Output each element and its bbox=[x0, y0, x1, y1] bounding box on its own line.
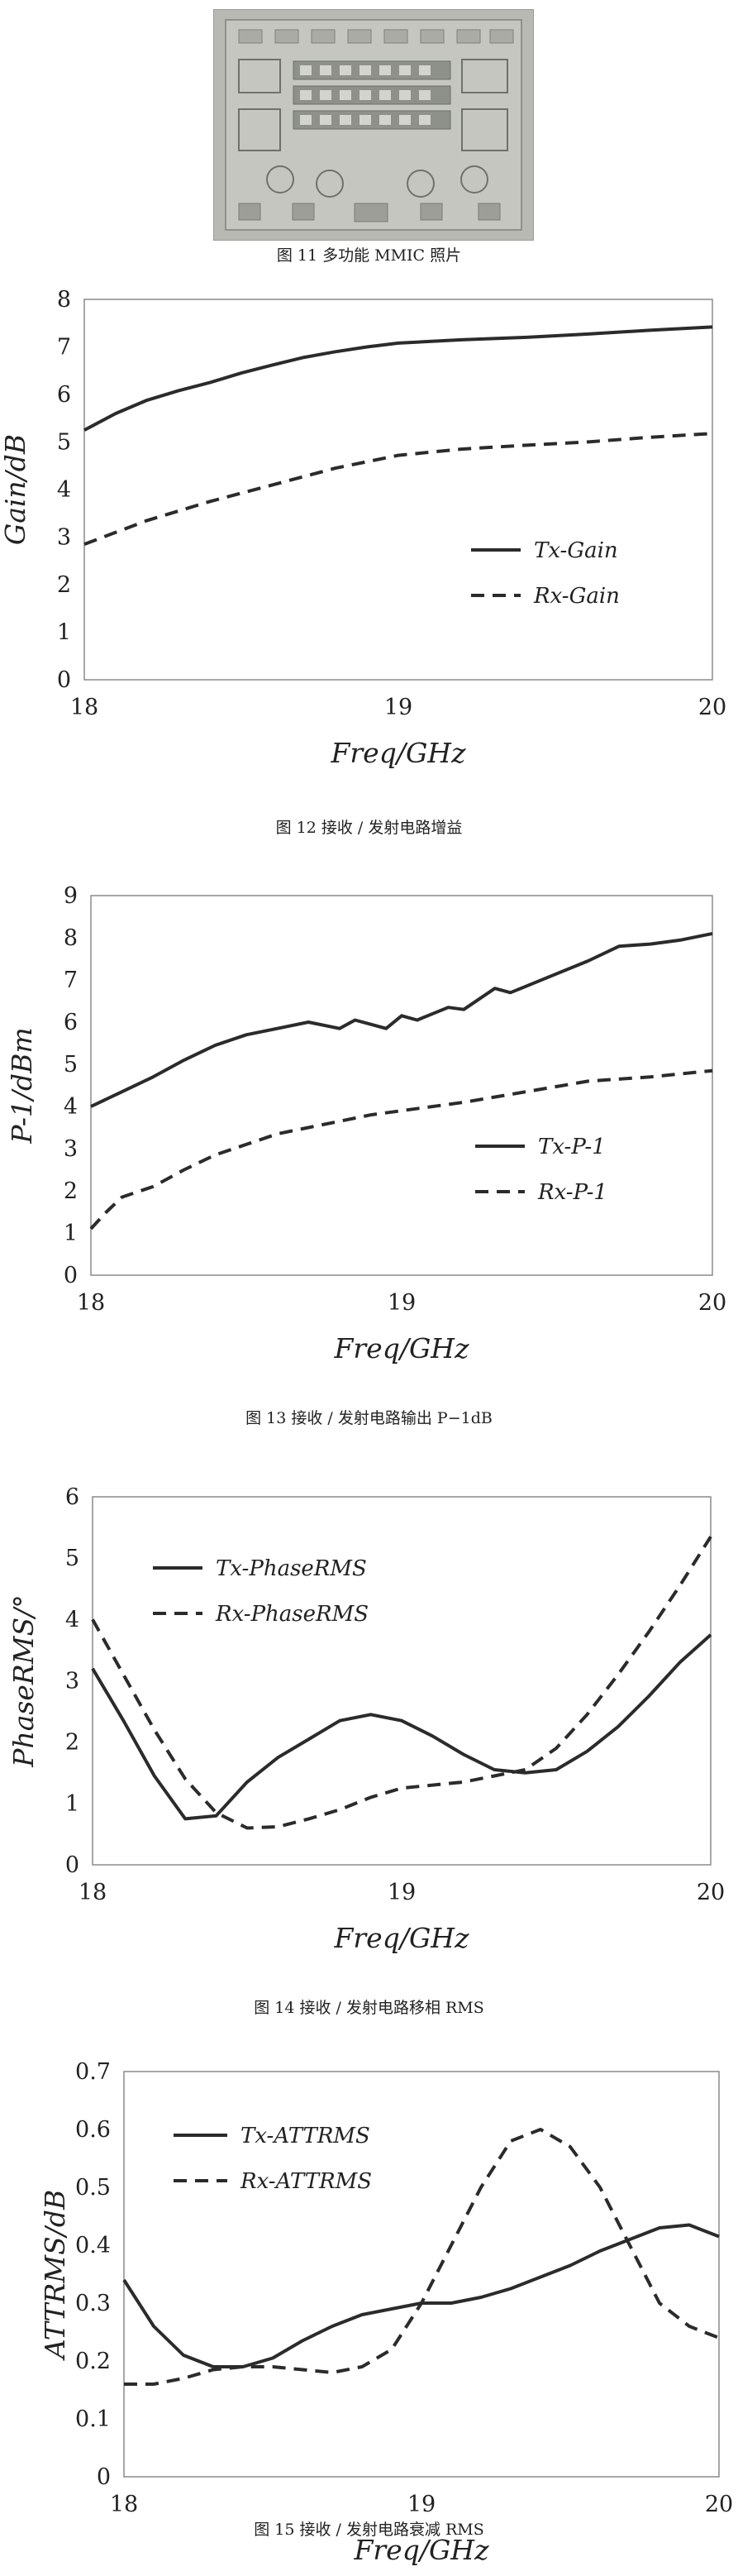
series-line-tx-p-1 bbox=[90, 931, 713, 1108]
phase-rms-chart: 0 1 2 3 4 5 6 18 19 20 Freq/GHz PhaseRMS/° Tx-PhaseR… bbox=[7, 1484, 725, 1954]
legend-label: Tx-Gain bbox=[534, 538, 618, 563]
y-tick-label: 1 bbox=[64, 1221, 78, 1246]
y-tick-label: 6 bbox=[57, 382, 71, 408]
figure-12-caption: 图 12 接收 / 发射电路增益 bbox=[275, 819, 463, 837]
legend-label: Tx-P-1 bbox=[538, 1135, 606, 1159]
y-tick-label: 5 bbox=[64, 1052, 78, 1078]
y-tick-label: 0.1 bbox=[75, 2406, 111, 2432]
series-line-rx-p-1 bbox=[89, 1068, 713, 1231]
series-line-tx-gain bbox=[83, 325, 713, 432]
y-axis-label: PhaseRMS/° bbox=[7, 1594, 40, 1767]
x-tick-label: 20 bbox=[697, 1880, 725, 1905]
y-tick-label: 6 bbox=[64, 1010, 78, 1035]
y-tick-label: 1 bbox=[65, 1791, 79, 1817]
x-tick-label: 19 bbox=[388, 1290, 416, 1316]
series-line-rx-attrms bbox=[124, 2128, 720, 2386]
legend-label: Rx-Gain bbox=[533, 584, 620, 609]
y-tick-label: 7 bbox=[64, 968, 78, 993]
y-tick-label: 8 bbox=[64, 925, 78, 951]
x-tick-label: 19 bbox=[407, 2492, 436, 2517]
y-tick-label: 0 bbox=[97, 2464, 111, 2490]
y-tick-label: 5 bbox=[57, 430, 71, 456]
y-tick-label: 4 bbox=[57, 477, 71, 503]
y-tick-label: 0.3 bbox=[75, 2291, 111, 2316]
y-tick-label: 9 bbox=[64, 883, 78, 909]
plot-frame bbox=[123, 2071, 720, 2478]
plot-frame bbox=[92, 1496, 712, 1866]
y-tick-label: 0.6 bbox=[75, 2117, 111, 2143]
series-line-rx-gain bbox=[83, 432, 713, 546]
y-tick-label: 0.4 bbox=[75, 2233, 111, 2258]
y-tick-label: 1 bbox=[57, 620, 71, 646]
x-tick-label: 19 bbox=[388, 1880, 416, 1905]
y-tick-label: 0 bbox=[64, 1263, 78, 1288]
plot-frame bbox=[83, 299, 713, 681]
y-tick-label: 7 bbox=[57, 335, 71, 361]
y-axis-label: P-1/dBm bbox=[6, 1027, 38, 1144]
y-tick-label: 4 bbox=[64, 1094, 78, 1120]
x-tick-label: 20 bbox=[698, 695, 726, 720]
y-tick-label: 0.7 bbox=[75, 2059, 111, 2085]
series-line-tx-phaserms bbox=[91, 1633, 712, 1821]
y-tick-label: 3 bbox=[65, 1669, 79, 1694]
p1db-chart: 0 1 2 3 4 5 6 7 8 9 18 19 20 Freq/GHz P-1/dBm Tx-P-1 Rx-… bbox=[6, 883, 726, 1364]
y-tick-label: 2 bbox=[65, 1730, 79, 1756]
mmic-photo bbox=[213, 9, 534, 241]
legend-label: Tx-PhaseRMS bbox=[216, 1556, 367, 1581]
y-tick-label: 0.5 bbox=[75, 2175, 111, 2201]
figure-11-caption: 图 11 多功能 MMIC 照片 bbox=[276, 246, 462, 265]
y-tick-label: 2 bbox=[64, 1178, 78, 1204]
figure-13-caption: 图 13 接收 / 发射电路输出 P−1dB bbox=[245, 1409, 493, 1427]
y-tick-label: 0 bbox=[57, 667, 71, 693]
legend-label: Rx-ATTRMS bbox=[240, 2169, 372, 2194]
legend-label: Rx-PhaseRMS bbox=[215, 1602, 369, 1627]
plot-frame bbox=[90, 895, 713, 1276]
y-tick-label: 4 bbox=[65, 1607, 79, 1632]
x-axis-label: Freq/GHz bbox=[331, 737, 467, 769]
x-axis-label: Freq/GHz bbox=[334, 1922, 470, 1954]
mmic-die-drawing bbox=[214, 10, 533, 240]
y-tick-label: 0 bbox=[65, 1852, 79, 1878]
series-line-rx-phaserms bbox=[91, 1536, 712, 1830]
x-tick-label: 18 bbox=[77, 1290, 105, 1316]
x-tick-label: 19 bbox=[384, 695, 412, 720]
y-tick-label: 6 bbox=[65, 1484, 79, 1510]
x-tick-label: 18 bbox=[79, 1880, 107, 1905]
x-tick-label: 18 bbox=[70, 695, 98, 720]
figure-14-caption: 图 14 接收 / 发射电路移相 RMS bbox=[254, 1999, 484, 2017]
y-tick-label: 3 bbox=[57, 525, 71, 551]
x-tick-label: 18 bbox=[110, 2492, 138, 2517]
legend-label: Rx-P-1 bbox=[537, 1180, 607, 1205]
y-tick-label: 2 bbox=[57, 572, 71, 598]
y-axis-label: ATTRMS/dB bbox=[39, 2190, 71, 2361]
y-tick-label: 3 bbox=[64, 1136, 78, 1162]
x-axis-label: Freq/GHz bbox=[334, 1332, 470, 1364]
legend-label: Tx-ATTRMS bbox=[240, 2124, 370, 2148]
y-tick-label: 8 bbox=[57, 287, 71, 313]
att-rms-chart: 00.10.20.30.40.50.60.718 19 20Freq/GHzATTR… bbox=[39, 2059, 733, 2566]
y-tick-label: 5 bbox=[65, 1546, 79, 1571]
x-tick-label: 20 bbox=[698, 1290, 726, 1316]
gain-chart: 0 1 2 3 4 5 6 7 8 18 19 20 Freq/GHz Gain/dB Tx-Gain Rx-… bbox=[0, 287, 726, 769]
y-axis-label: Gain/dB bbox=[0, 434, 31, 545]
figure-15-caption: 图 15 接收 / 发射电路衰减 RMS bbox=[254, 2521, 484, 2539]
y-tick-label: 0.2 bbox=[75, 2349, 111, 2374]
x-tick-label: 20 bbox=[705, 2492, 733, 2517]
